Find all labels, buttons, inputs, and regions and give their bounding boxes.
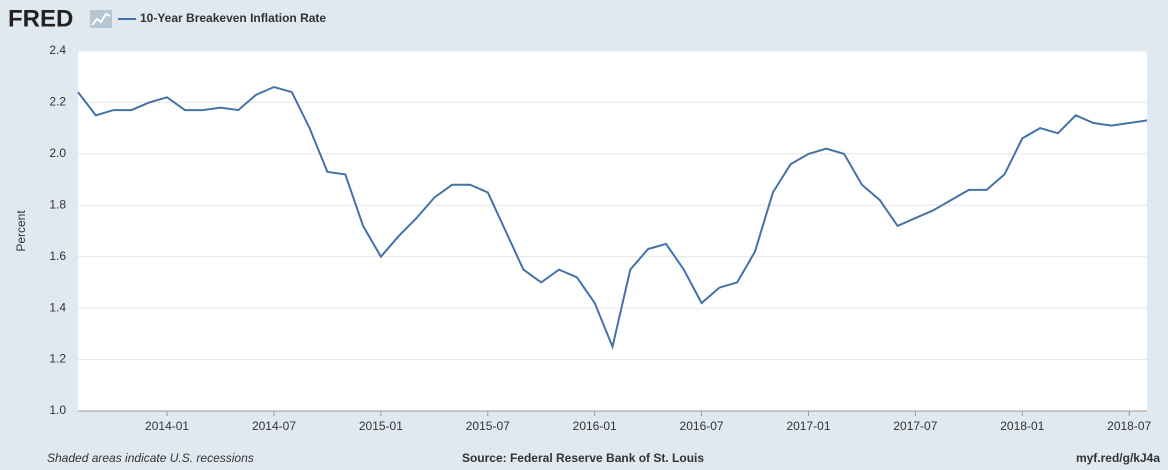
footer-link: myf.red/g/kJ4a: [1076, 451, 1160, 465]
footer-source: Source: Federal Reserve Bank of St. Loui…: [462, 451, 704, 465]
y-tick-label: 2.0: [49, 146, 66, 160]
x-tick-label: 2014-07: [252, 419, 296, 433]
logo-icon-line: [91, 12, 111, 26]
y-tick-label: 2.2: [49, 95, 66, 109]
x-tick-label: 2015-07: [466, 419, 510, 433]
data-line: [77, 85, 1148, 351]
x-tick-label: 2014-01: [145, 419, 189, 433]
y-tick-label: 2.4: [49, 43, 66, 57]
legend-label: 10-Year Breakeven Inflation Rate: [140, 11, 326, 25]
x-tick-label: 2016-01: [573, 419, 617, 433]
y-tick-label: 1.8: [49, 197, 66, 211]
y-tick-label: 1.6: [49, 249, 66, 263]
y-tick-label: 1.2: [49, 352, 66, 366]
logo-icon: [90, 10, 112, 28]
y-tick-label: 1.4: [49, 300, 66, 314]
footer-note: Shaded areas indicate U.S. recessions: [47, 451, 254, 465]
x-tick-label: 2015-01: [359, 419, 403, 433]
x-tick-label: 2017-07: [893, 419, 937, 433]
x-tick-label: 2016-07: [680, 419, 724, 433]
plot-area: [78, 51, 1147, 411]
y-tick-label: 1.0: [49, 403, 66, 417]
x-tick-label: 2018-01: [1000, 419, 1044, 433]
x-tick-label: 2017-01: [786, 419, 830, 433]
x-tick-label: 2018-07: [1107, 419, 1151, 433]
brand-logo: FRED: [8, 5, 73, 32]
y-axis-label: Percent: [14, 210, 28, 252]
